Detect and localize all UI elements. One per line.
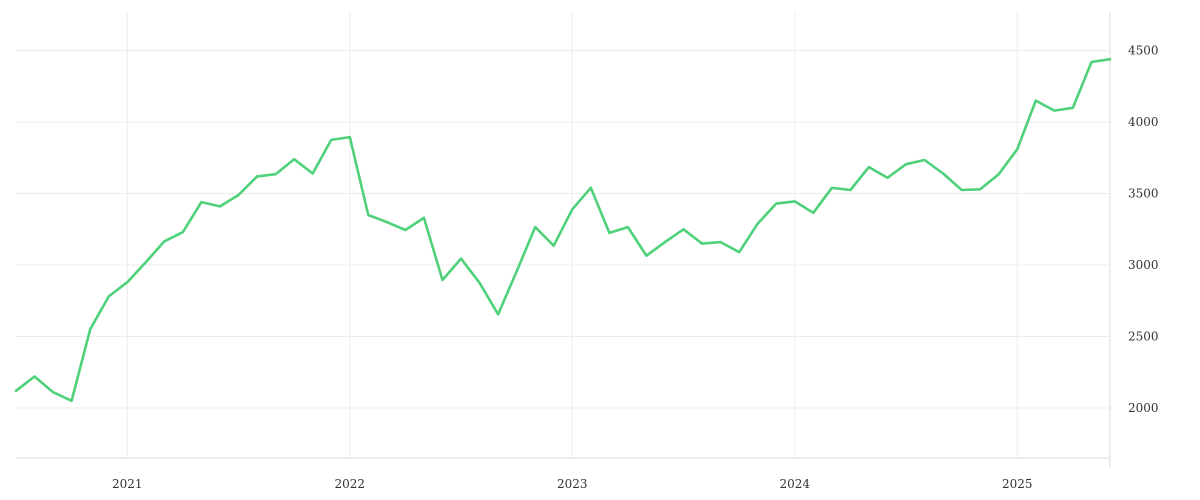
y-tick-labels: 2000 2500 3000 3500 4000 4500 [1128,44,1159,415]
x-tick-label-2025: 2025 [1002,477,1033,491]
y-tick-label-3500: 3500 [1128,187,1159,201]
y-tick-label-4500: 4500 [1128,44,1159,58]
x-tick-labels: 2021 2022 2023 2024 2025 [112,477,1033,491]
y-tick-label-4000: 4000 [1128,115,1159,129]
y-tick-label-3000: 3000 [1128,258,1159,272]
series-line-0 [14,57,1112,403]
x-tick-label-2021: 2021 [112,477,143,491]
grid-layer [16,12,1110,458]
y-tick-label-2500: 2500 [1128,329,1159,343]
y-tick-label-2000: 2000 [1128,401,1159,415]
x-tick-label-2023: 2023 [557,477,588,491]
series-layer [14,57,1112,403]
x-tick-label-2022: 2022 [334,477,365,491]
axis-layer [16,12,1111,468]
x-tick-label-2024: 2024 [780,477,811,491]
